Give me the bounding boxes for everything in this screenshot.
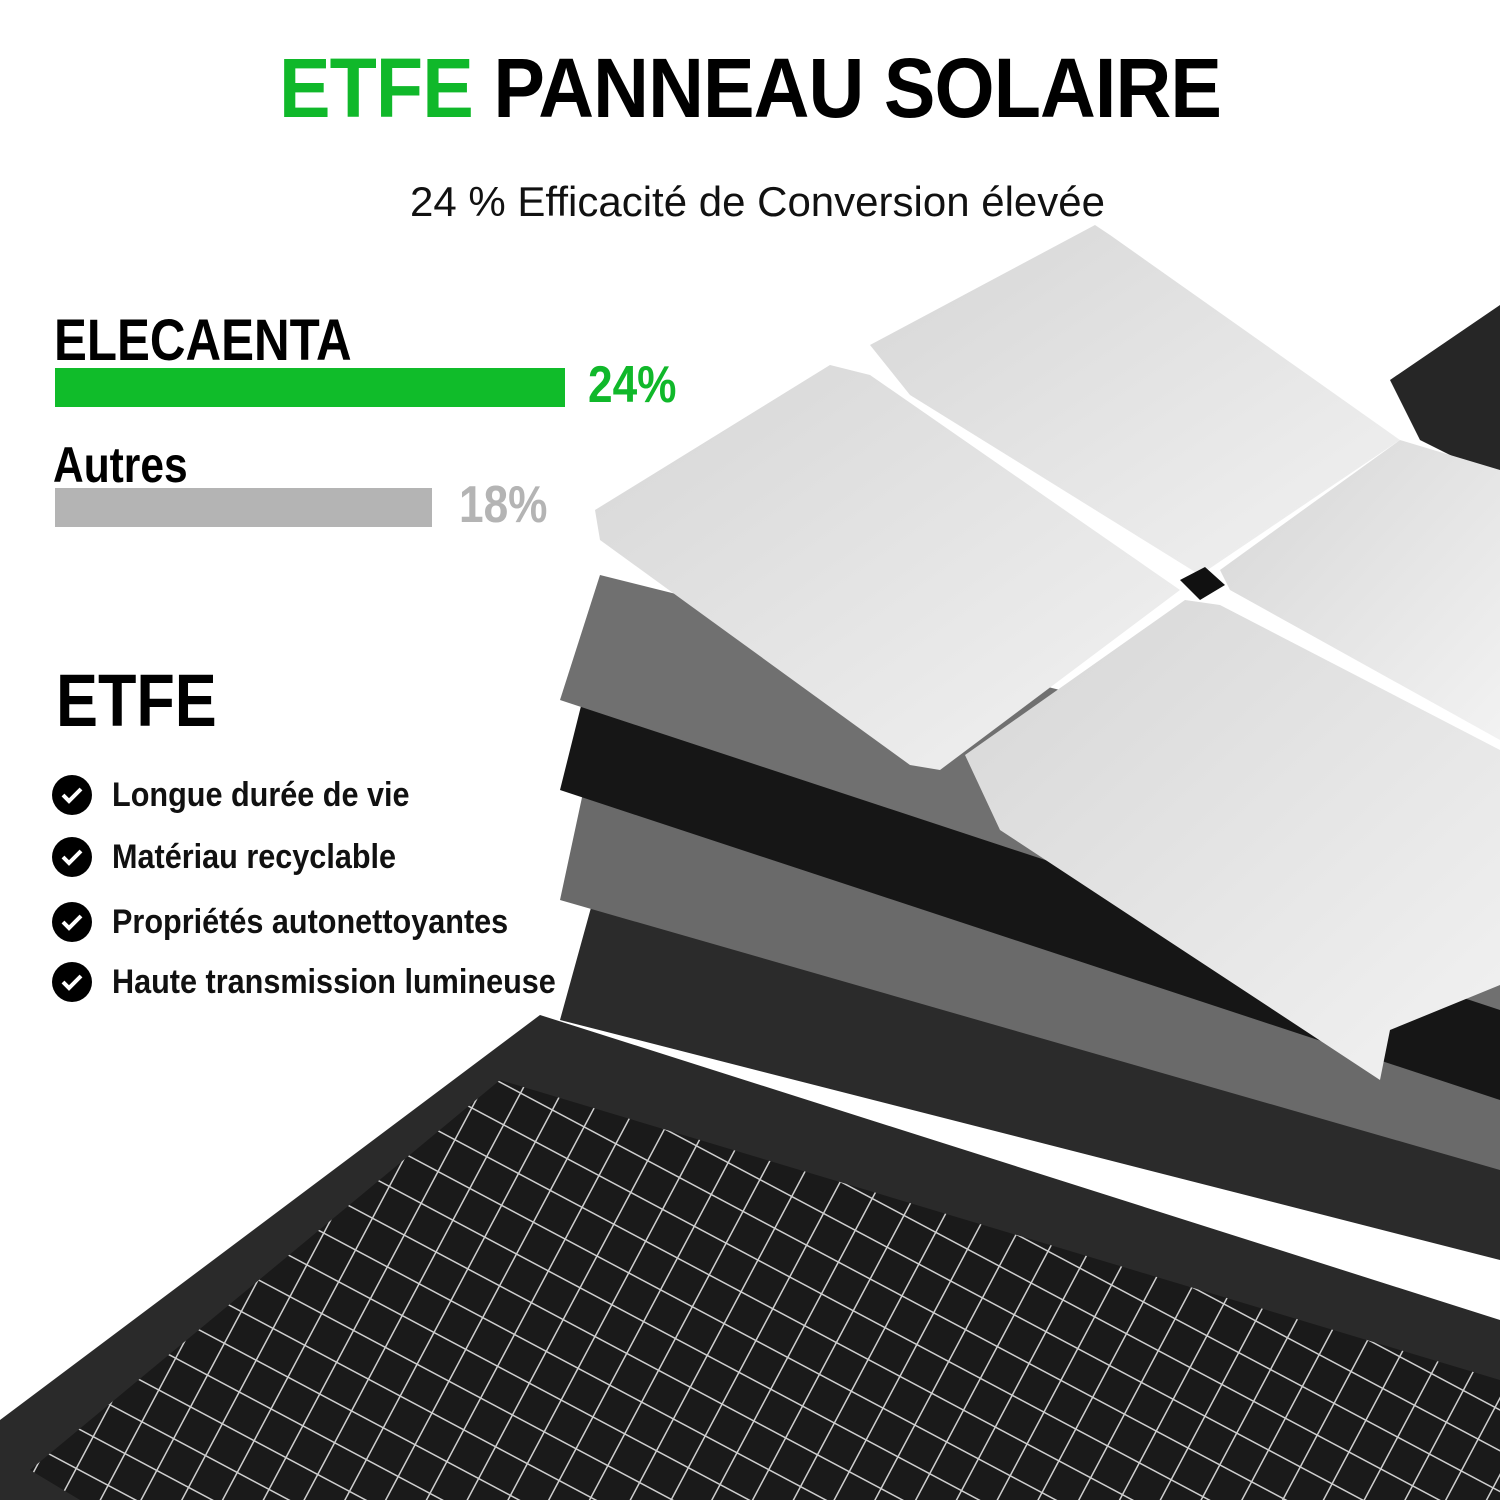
feature-item: Matériau recyclable [52, 837, 428, 877]
title-rest: PANNEAU SOLAIRE [493, 41, 1221, 135]
bar-label-autres: Autres [53, 437, 188, 493]
cell-left [595, 365, 1180, 770]
title-accent: ETFE [279, 41, 474, 135]
feature-text: Matériau recyclable [112, 837, 397, 876]
bar-value-elecaenta: 24% [588, 356, 677, 414]
black-panel-cells [30, 1080, 1500, 1500]
feature-item: Haute transmission lumineuse [52, 962, 605, 1002]
cell-top-middle [870, 225, 1400, 575]
check-circle-icon [52, 837, 92, 877]
check-circle-icon [52, 962, 92, 1002]
layer-dark-4 [560, 875, 1500, 1260]
feature-text: Longue durée de vie [112, 775, 410, 814]
check-circle-icon [52, 902, 92, 942]
page-title: ETFE PANNEAU SOLAIRE [60, 40, 1440, 137]
feature-text: Haute transmission lumineuse [112, 962, 556, 1001]
bar-label-elecaenta: ELECAENTA [54, 308, 352, 373]
bar-value-autres: 18% [459, 476, 548, 534]
feature-text: Propriétés autonettoyantes [112, 902, 509, 941]
cell-bottom [965, 600, 1500, 1080]
subtitle: 24 % Efficacité de Conversion élevée [410, 178, 1105, 225]
feature-item: Longue durée de vie [52, 775, 443, 815]
check-circle-icon [52, 775, 92, 815]
cell-right-top [1220, 440, 1500, 740]
feature-item: Propriétés autonettoyantes [52, 902, 552, 942]
efficiency-bar-autres [55, 488, 432, 527]
back-panel [1390, 305, 1500, 480]
features-heading: ETFE [56, 659, 217, 742]
efficiency-bar-elecaenta [55, 368, 565, 407]
cell-corner [1180, 567, 1225, 600]
